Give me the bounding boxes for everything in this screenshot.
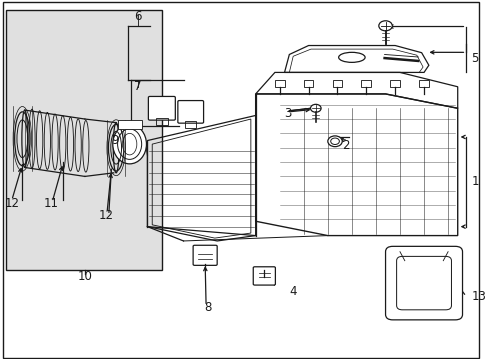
Text: 6: 6 [134, 10, 141, 23]
Text: 1: 1 [470, 175, 478, 188]
Text: 13: 13 [470, 290, 485, 303]
Bar [6, 10, 162, 270]
FancyBboxPatch shape [193, 245, 217, 265]
Text: 4: 4 [289, 285, 296, 298]
Bar [418, 80, 428, 87]
Ellipse shape [378, 21, 391, 31]
FancyBboxPatch shape [148, 96, 175, 120]
Text: 9: 9 [111, 134, 118, 147]
Bar [361, 80, 370, 87]
Bar [185, 121, 196, 128]
Text: 7: 7 [134, 80, 141, 93]
Bar [303, 80, 313, 87]
FancyBboxPatch shape [178, 100, 203, 123]
Ellipse shape [310, 104, 321, 112]
Bar [156, 118, 167, 126]
Text: 12: 12 [4, 197, 19, 210]
Ellipse shape [113, 125, 146, 164]
FancyBboxPatch shape [385, 246, 462, 320]
FancyBboxPatch shape [253, 267, 275, 285]
Bar [117, 120, 142, 129]
Text: 5: 5 [470, 51, 478, 64]
Bar [389, 80, 399, 87]
Text: 3: 3 [284, 107, 291, 120]
Text: 12: 12 [99, 210, 114, 222]
Text: 8: 8 [203, 301, 211, 314]
Bar [274, 80, 284, 87]
Text: 10: 10 [77, 270, 92, 283]
Bar [332, 80, 342, 87]
Text: 2: 2 [342, 139, 349, 152]
Ellipse shape [327, 136, 342, 147]
Text: 11: 11 [43, 197, 59, 210]
